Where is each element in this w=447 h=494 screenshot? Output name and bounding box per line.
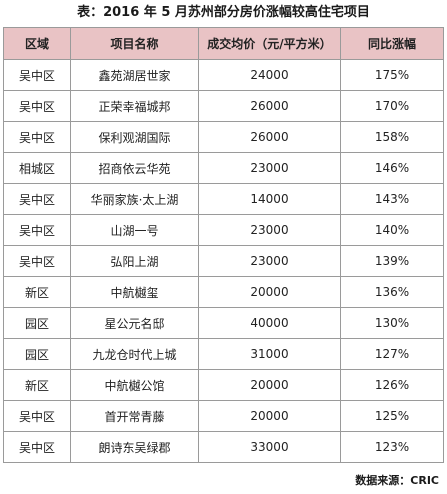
- yoy-growth-cell: 127%: [340, 338, 444, 370]
- district-cell: 新区: [3, 276, 71, 308]
- avg-price-cell: 23000: [198, 152, 341, 184]
- avg-price-cell: 20000: [198, 276, 341, 308]
- avg-price-cell: 40000: [198, 307, 341, 339]
- district-cell: 吴中区: [3, 59, 71, 91]
- district-cell: 新区: [3, 369, 71, 401]
- table-row: 吴中区 首开常青藤 20000 125%: [3, 400, 444, 432]
- district-cell: 吴中区: [3, 183, 71, 215]
- project-name-cell: 正荣幸福城邦: [70, 90, 199, 122]
- project-name-cell: 首开常青藤: [70, 400, 199, 432]
- avg-price-cell: 20000: [198, 400, 341, 432]
- yoy-growth-cell: 125%: [340, 400, 444, 432]
- yoy-growth-cell: 146%: [340, 152, 444, 184]
- project-name-cell: 鑫苑湖居世家: [70, 59, 199, 91]
- project-name-cell: 朗诗东吴绿郡: [70, 431, 199, 463]
- avg-price-cell: 20000: [198, 369, 341, 401]
- project-name-cell: 保利观湖国际: [70, 121, 199, 153]
- avg-price-cell: 23000: [198, 214, 341, 246]
- district-cell: 吴中区: [3, 121, 71, 153]
- yoy-growth-cell: 175%: [340, 59, 444, 91]
- table-row: 新区 中航樾玺 20000 136%: [3, 276, 444, 308]
- table-row: 吴中区 正荣幸福城邦 26000 170%: [3, 90, 444, 122]
- yoy-growth-cell: 136%: [340, 276, 444, 308]
- project-name-cell: 星公元名邸: [70, 307, 199, 339]
- district-cell: 园区: [3, 338, 71, 370]
- column-header-avg-price: 成交均价（元/平方米）: [198, 27, 341, 60]
- table-row: 吴中区 朗诗东吴绿郡 33000 123%: [3, 431, 444, 463]
- table-row: 园区 星公元名邸 40000 130%: [3, 307, 444, 339]
- avg-price-cell: 14000: [198, 183, 341, 215]
- table-row: 吴中区 山湖一号 23000 140%: [3, 214, 444, 246]
- column-header-yoy-growth: 同比涨幅: [340, 27, 444, 60]
- table-row: 吴中区 保利观湖国际 26000 158%: [3, 121, 444, 153]
- project-name-cell: 中航樾公馆: [70, 369, 199, 401]
- header-row: 区域 项目名称 成交均价（元/平方米） 同比涨幅: [3, 27, 444, 60]
- yoy-growth-cell: 139%: [340, 245, 444, 277]
- table-title: 表：2016 年 5 月苏州部分房价涨幅较高住宅项目: [77, 5, 370, 20]
- yoy-growth-cell: 143%: [340, 183, 444, 215]
- avg-price-cell: 33000: [198, 431, 341, 463]
- column-header-project-name: 项目名称: [70, 27, 199, 60]
- column-header-district: 区域: [3, 27, 71, 60]
- avg-price-cell: 26000: [198, 121, 341, 153]
- district-cell: 吴中区: [3, 245, 71, 277]
- project-name-cell: 弘阳上湖: [70, 245, 199, 277]
- avg-price-cell: 24000: [198, 59, 341, 91]
- yoy-growth-cell: 170%: [340, 90, 444, 122]
- table-row: 吴中区 鑫苑湖居世家 24000 175%: [3, 59, 444, 91]
- data-source-note: 数据来源：CRIC: [355, 474, 439, 487]
- table-row: 吴中区 弘阳上湖 23000 139%: [3, 245, 444, 277]
- yoy-growth-cell: 140%: [340, 214, 444, 246]
- district-cell: 吴中区: [3, 214, 71, 246]
- district-cell: 园区: [3, 307, 71, 339]
- district-cell: 吴中区: [3, 431, 71, 463]
- project-name-cell: 华丽家族·太上湖: [70, 183, 199, 215]
- project-name-cell: 中航樾玺: [70, 276, 199, 308]
- table-row: 吴中区 华丽家族·太上湖 14000 143%: [3, 183, 444, 215]
- district-cell: 相城区: [3, 152, 71, 184]
- yoy-growth-cell: 123%: [340, 431, 444, 463]
- yoy-growth-cell: 158%: [340, 121, 444, 153]
- table-row: 园区 九龙仓时代上城 31000 127%: [3, 338, 444, 370]
- yoy-growth-cell: 130%: [340, 307, 444, 339]
- district-cell: 吴中区: [3, 90, 71, 122]
- table-row: 相城区 招商依云华苑 23000 146%: [3, 152, 444, 184]
- project-name-cell: 九龙仓时代上城: [70, 338, 199, 370]
- table-body: 吴中区 鑫苑湖居世家 24000 175% 吴中区 正荣幸福城邦 26000 170% 吴中区保…: [3, 59, 444, 463]
- avg-price-cell: 31000: [198, 338, 341, 370]
- district-cell: 吴中区: [3, 400, 71, 432]
- table-row: 新区 中航樾公馆 20000 126%: [3, 369, 444, 401]
- price-table: 区域 项目名称 成交均价（元/平方米） 同比涨幅 吴中区 鑫苑湖居世家 24000 1…: [3, 27, 444, 463]
- avg-price-cell: 23000: [198, 245, 341, 277]
- project-name-cell: 招商依云华苑: [70, 152, 199, 184]
- project-name-cell: 山湖一号: [70, 214, 199, 246]
- avg-price-cell: 26000: [198, 90, 341, 122]
- yoy-growth-cell: 126%: [340, 369, 444, 401]
